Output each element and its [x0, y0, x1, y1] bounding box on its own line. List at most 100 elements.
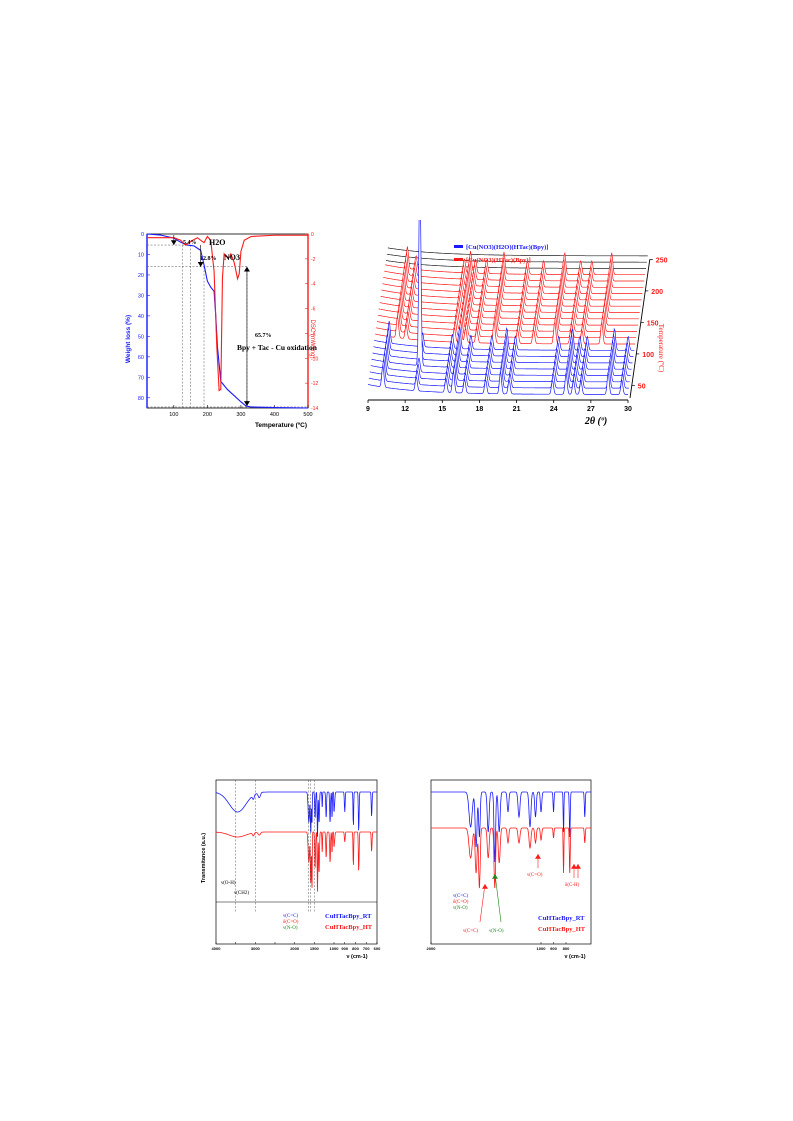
ftir2-arrow: [479, 883, 486, 923]
pxrd-ztick-label: 150: [647, 320, 659, 327]
tga-dsc-chart: 100 200 300 400 500 0 10 20 30 40 50 60 70 80 0 -2 -4 -6 -…: [125, 232, 318, 429]
ftir1-xlabel: ν (cm-1): [346, 954, 367, 960]
tga-ytick-label: 0: [141, 232, 144, 238]
legend-label-red: [Cu(NO3)(HTac)(Bpy)]: [466, 257, 531, 264]
ftir2-xtick-label: 1000: [537, 946, 547, 951]
tga-annot-5pct: 5.4%: [183, 240, 197, 246]
tga-ytick-label: 60: [138, 355, 144, 361]
tga-xtick-label: 200: [203, 412, 212, 418]
ftir2-xtick-label: 2000: [427, 946, 437, 951]
ftir1-annot-oh: ν(O-H): [221, 881, 236, 886]
tga-ytick-label: 80: [138, 396, 144, 402]
ftir2-xlabel: ν (cm-1): [564, 954, 585, 960]
pxrd-ztick-label: 100: [642, 352, 654, 359]
ftir1-frame: [215, 779, 378, 945]
ftir1-xtick-label: 2000: [290, 946, 300, 951]
pxrd-trace: [382, 265, 643, 294]
ftir2-arrowhead: [492, 874, 498, 879]
pxrd-ztick-label: 200: [651, 289, 663, 296]
tga-y2tick-label: -6: [311, 307, 316, 313]
pxrd-trace: [383, 258, 644, 288]
tga-y2tick-label: -4: [311, 282, 316, 288]
ftir1-xtick-label: 1000: [330, 946, 340, 951]
ftir1-xtick-label: 900: [341, 946, 348, 951]
tga-ytick-label: 40: [138, 314, 144, 320]
ftir1-ylabel: Transmitance (a.u.): [201, 833, 207, 883]
pxrd-trace-mask: [386, 254, 647, 264]
tga-annot-h2o: H2O: [209, 238, 225, 247]
pxrd-xtick-label: 30: [624, 406, 632, 413]
pxrd-trace: [381, 271, 642, 301]
tga-xtick-label: 500: [303, 412, 312, 418]
ftir2-annot-cc2: ν(C=C): [463, 929, 478, 934]
tga-xlabel: Temperature (ºC): [255, 422, 307, 429]
ftir2-xtick-label: 800: [563, 946, 570, 951]
ftir1-xtick-label: 800: [352, 946, 359, 951]
ftir1-xtick-label: 3000: [251, 946, 261, 951]
ftir1-spectrum-red: [216, 831, 377, 892]
legend-swatch-blue: [454, 245, 463, 248]
ftir1-xtick-label: 1500: [310, 946, 320, 951]
ftir1-legend-ht: CuHTacBpy_HT: [325, 924, 373, 931]
tga-ytick-label: 70: [138, 375, 144, 381]
pxrd-trace-mask: [369, 352, 630, 384]
tga-ytick-label: 20: [138, 273, 144, 279]
ftir2-legend-rt: CuHTacBpy_RT: [538, 915, 585, 922]
pxrd-trace: [387, 247, 648, 257]
tga-y2tick-label: -10: [311, 356, 318, 362]
legend-label-blue: [Cu(NO3)(H2O)(HTac)(Bpy)]: [466, 244, 548, 251]
ftir1-spectrum-blue: [215, 791, 377, 837]
tga-y2tick-label: -14: [311, 406, 318, 412]
pxrd-xtick-label: 12: [401, 406, 409, 413]
pxrd-trace: [378, 290, 639, 320]
pxrd-trace-mask: [368, 358, 629, 390]
ftir2-annot-cc: ν(C=C): [453, 894, 468, 899]
pxrd-trace-mask: [387, 247, 648, 258]
ftir1-xtick-label: 600: [374, 946, 381, 951]
ftir-full-chart: 4000 3000 2000 1500 1000 900 800 700 600 Transmi…: [201, 779, 381, 960]
tga-y2tick-label: 0: [311, 232, 314, 238]
pxrd-trace: [384, 252, 645, 282]
ftir2-legend-ht: CuHTacBpy_HT: [538, 926, 586, 933]
ftir2-frame: [430, 779, 592, 945]
tga-annot-65pct: 65.7%: [255, 333, 272, 339]
pxrd-xtick-label: 15: [438, 406, 446, 413]
dsc-curve: [147, 234, 308, 392]
tga-step-arrowhead: [243, 266, 250, 272]
pxrd-trace: [367, 365, 628, 395]
pxrd-trace-mask: [373, 327, 634, 359]
tga-xtick-label: 300: [236, 412, 245, 418]
ftir2-xtick-label: 900: [550, 946, 557, 951]
ftir2-arrowhead: [535, 854, 541, 859]
ftir1-annot-ch2: ν(CH2): [234, 891, 249, 896]
pxrd-trace-mask: [368, 365, 628, 396]
ftir1-xtick-label: 4000: [212, 946, 222, 951]
tga-y2label: DSC (mW/mg): [309, 320, 315, 359]
tga-annot-no3: NO3: [224, 253, 240, 262]
pxrd-ztick-label: 50: [638, 383, 646, 390]
ftir1-legend-rt: CuHTacBpy_RT: [325, 913, 372, 920]
tga-annot-decomp: Bpy + Tac - Cu oxidation: [237, 343, 318, 352]
ftir1-annot-cc: ν(C=C): [283, 914, 298, 919]
tga-annot-12pct: 12.8%: [200, 256, 217, 262]
ftir-zoom-chart: 2000 1000 900 800 ν (cm-1) ν(C=C) δ(C=O) ν(…: [427, 779, 592, 960]
tga-ylabel: Weight loss (%): [125, 315, 132, 363]
tga-step-arrowhead: [197, 261, 204, 267]
pxrd-xlabel: 2θ (º): [584, 416, 607, 427]
ftir2-annot-ch: δ(C-H): [565, 883, 580, 888]
pxrd-trace-mask: [386, 260, 646, 270]
tga-xtick-label: 400: [270, 412, 279, 418]
ftir2-annot-co-stretch: ν(C=O): [527, 873, 543, 878]
ftir1-annot-co: δ(C=O): [283, 920, 299, 925]
pxrd-zlabel: Temperature (ºC): [657, 324, 665, 373]
pxrd-xtick-label: 18: [476, 406, 484, 413]
ftir2-spectrum-blue: [431, 791, 591, 863]
tga-y2tick-label: -8: [311, 331, 316, 337]
pxrd-ztick-label: 250: [656, 257, 668, 264]
tga-y2tick-label: -2: [311, 257, 316, 263]
pxrd-trace-mask: [372, 333, 633, 365]
pxrd-trace: [380, 277, 641, 307]
ftir2-spectrum-red: [431, 827, 591, 889]
pxrd-xtick-label: 21: [513, 406, 521, 413]
tga-step-arrowhead: [170, 240, 177, 246]
